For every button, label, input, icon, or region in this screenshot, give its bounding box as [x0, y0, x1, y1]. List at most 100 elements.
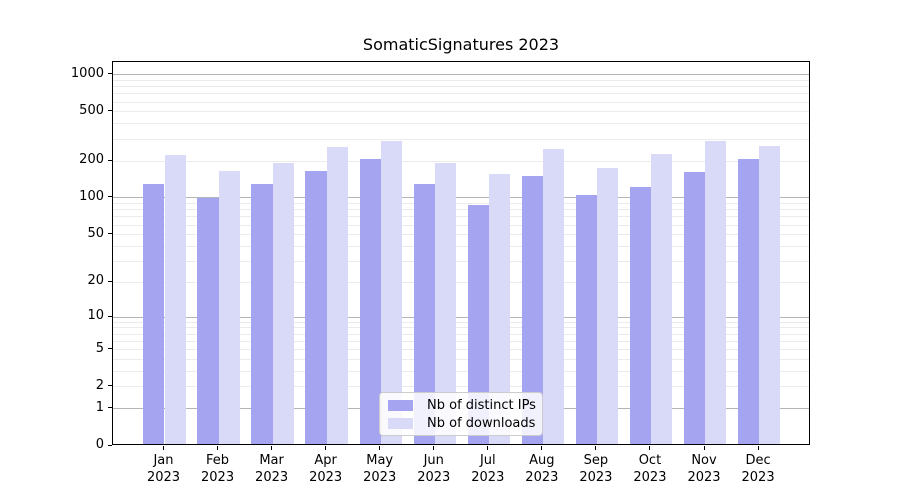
y-tick-label: 20: [87, 273, 104, 289]
x-tick-label: Sep 2023: [579, 453, 613, 485]
bar-ips-apr: [305, 170, 327, 444]
gridline-major: [113, 74, 809, 76]
bar-downloads-jan: [164, 154, 186, 444]
bar-ips-dec: [737, 159, 760, 444]
bar-ips-jun: [413, 184, 435, 444]
y-tick-label: 100: [79, 188, 104, 204]
y-tick-mark: [108, 196, 112, 198]
x-tick-mark: [595, 446, 597, 450]
gridline-minor: [113, 340, 809, 342]
x-tick-label: Jan 2023: [146, 453, 181, 485]
x-tick-label: Nov 2023: [687, 453, 721, 485]
bar-ips-jul: [467, 204, 489, 444]
gridline-minor: [113, 321, 809, 323]
x-tick-mark: [541, 446, 543, 450]
y-tick-mark: [108, 73, 112, 75]
bar-downloads-may: [380, 141, 402, 444]
x-tick-label: Dec 2023: [741, 453, 775, 485]
y-tick-label: 500: [79, 102, 104, 118]
gridline-minor: [113, 327, 809, 329]
legend-swatch-distinct-ips: [388, 399, 413, 411]
bar-ips-nov: [683, 172, 705, 444]
bar-downloads-dec: [759, 146, 781, 444]
gridline-minor: [113, 123, 809, 125]
gridline-minor: [113, 281, 809, 283]
y-tick-mark: [108, 444, 112, 446]
y-tick-label: 10: [87, 308, 104, 324]
x-tick-mark: [271, 446, 273, 450]
x-tick-mark: [649, 446, 651, 450]
gridline-minor: [113, 138, 809, 140]
x-tick-label: Mar 2023: [255, 453, 289, 485]
gridline-major: [113, 316, 809, 318]
x-tick-label: Apr 2023: [309, 453, 343, 485]
bar-downloads-mar: [272, 163, 294, 444]
y-tick-label: 5: [95, 340, 104, 356]
x-tick-mark: [379, 446, 381, 450]
x-tick-mark: [325, 446, 327, 450]
y-tick-label: 0: [95, 437, 104, 452]
bar-downloads-sep: [596, 168, 619, 444]
legend-label-downloads: Nb of downloads: [427, 415, 536, 431]
gridline-minor: [113, 203, 809, 205]
gridline-minor: [113, 260, 809, 262]
bar-downloads-jun: [434, 163, 456, 444]
x-tick-mark: [757, 446, 759, 450]
bar-downloads-jul: [488, 173, 510, 444]
gridline-minor: [113, 349, 809, 351]
y-tick-mark: [108, 159, 112, 161]
bar-downloads-feb: [218, 170, 240, 444]
x-tick-mark: [163, 446, 164, 450]
y-tick-mark: [108, 233, 112, 235]
legend: Nb of distinct IPs Nb of downloads: [379, 392, 543, 436]
bar-ips-mar: [251, 183, 273, 444]
y-tick-label: 50: [87, 225, 104, 241]
bar-ips-feb: [197, 197, 219, 444]
bar-ips-may: [359, 159, 381, 444]
y-tick-label: 200: [79, 152, 104, 167]
gridline-minor: [113, 371, 809, 372]
gridline-minor: [113, 79, 809, 81]
bar-ips-jan: [143, 184, 165, 444]
legend-swatch-downloads: [388, 417, 413, 429]
legend-label-distinct-ips: Nb of distinct IPs: [427, 397, 536, 413]
gridline-minor: [113, 224, 809, 226]
gridline-minor: [113, 333, 809, 335]
bar-ips-aug: [521, 176, 543, 444]
x-tick-label: Oct 2023: [633, 453, 667, 485]
y-tick-mark: [108, 348, 112, 350]
y-tick-label: 1000: [70, 65, 104, 81]
x-tick-mark: [217, 446, 219, 450]
gridline-minor: [113, 86, 809, 88]
y-tick-label: 2: [95, 377, 104, 393]
bar-ips-oct: [629, 187, 651, 444]
x-tick-label: May 2023: [363, 453, 397, 485]
gridline-minor: [113, 386, 809, 388]
y-tick-mark: [108, 280, 112, 282]
x-tick-label: Jun 2023: [417, 453, 451, 485]
x-tick-mark: [433, 446, 435, 450]
legend-entry-downloads: Nb of downloads: [388, 415, 536, 431]
plot-area: [112, 61, 810, 445]
y-tick-label: 1: [95, 399, 104, 415]
gridline-minor: [113, 111, 809, 113]
y-tick-mark: [108, 407, 112, 409]
y-tick-mark: [108, 315, 112, 317]
x-tick-mark: [487, 446, 489, 450]
x-tick-label: Aug 2023: [525, 453, 559, 485]
y-tick-mark: [108, 385, 112, 387]
legend-entry-distinct-ips: Nb of distinct IPs: [388, 397, 536, 413]
chart-title: SomaticSignatures 2023: [362, 35, 560, 54]
gridline-minor: [113, 160, 809, 162]
gridline-minor: [113, 93, 809, 95]
x-tick-label: Jul 2023: [471, 453, 505, 485]
gridline-minor: [113, 101, 809, 103]
bar-downloads-apr: [326, 146, 348, 444]
x-tick-label: Feb 2023: [201, 453, 235, 485]
gridline-minor: [113, 359, 809, 360]
gridline-minor: [113, 209, 809, 211]
bar-downloads-aug: [542, 149, 565, 444]
gridline-minor: [113, 245, 809, 247]
bar-downloads-oct: [650, 154, 673, 444]
